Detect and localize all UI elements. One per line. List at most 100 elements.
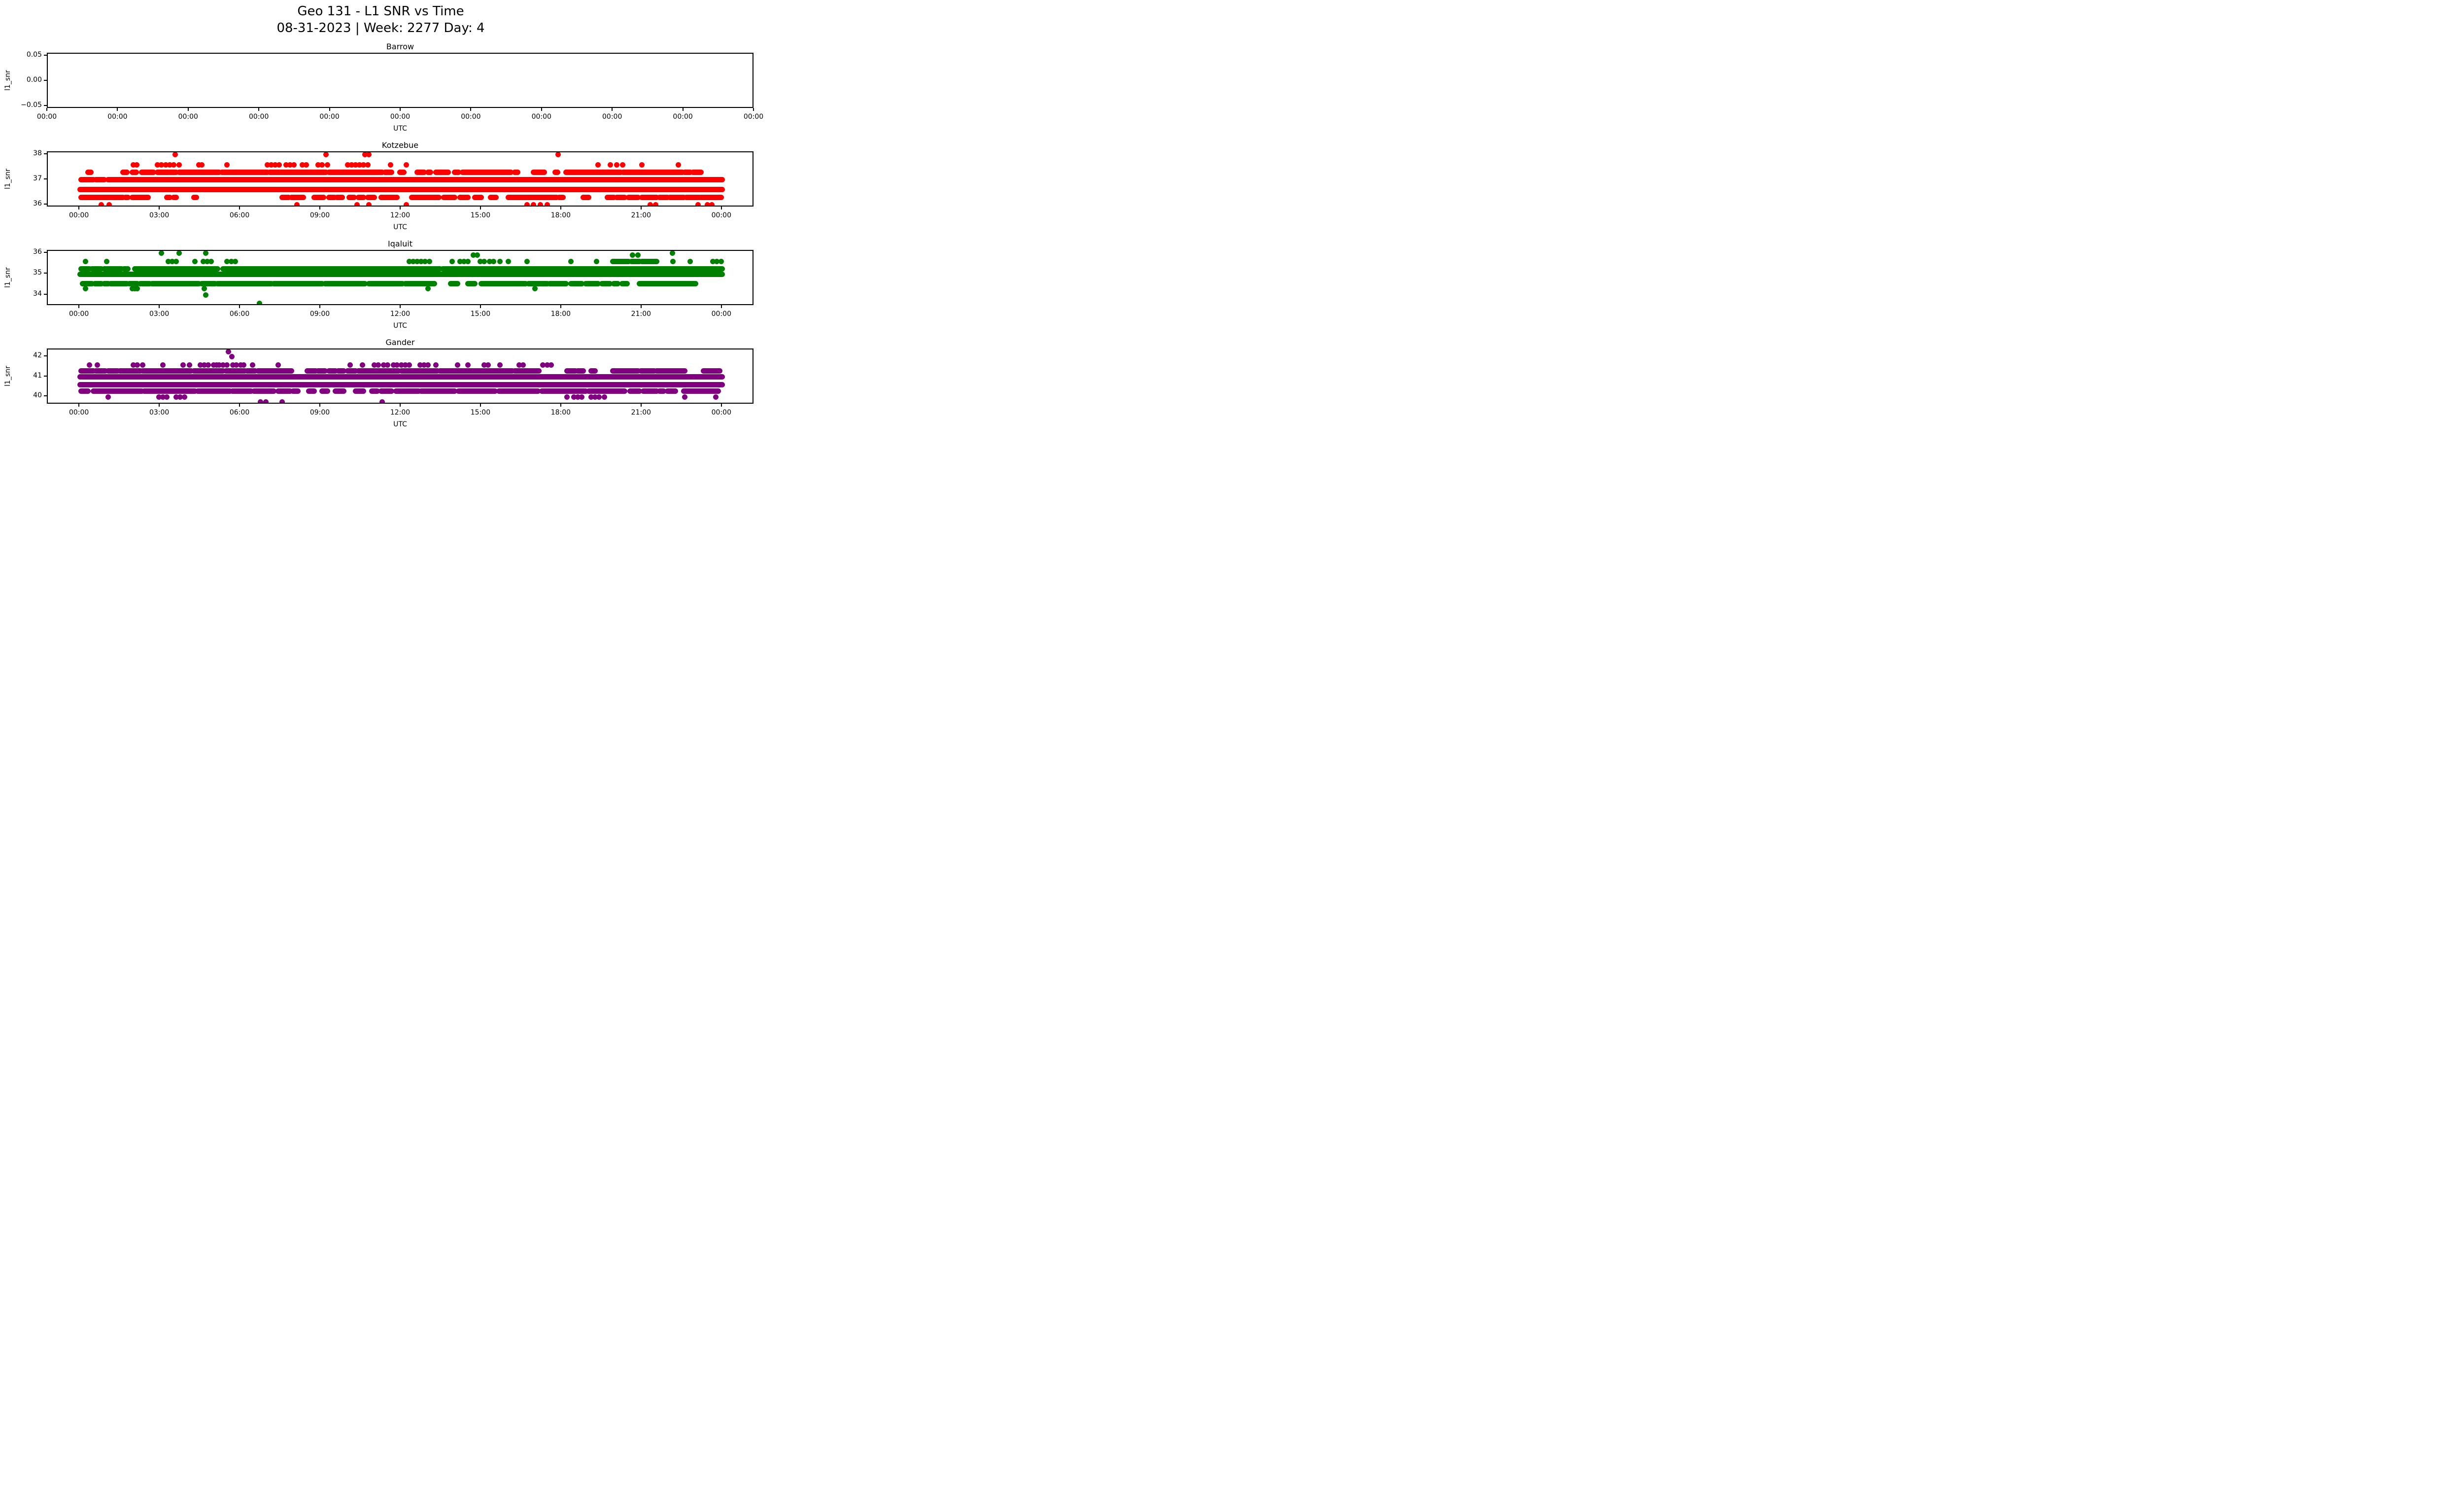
- scatter-point: [639, 162, 645, 168]
- scatter-point: [220, 362, 226, 368]
- y-tick-mark: [44, 293, 47, 295]
- scatter-point: [713, 394, 719, 400]
- scatter-point: [347, 362, 353, 368]
- scatter-band-segment: [525, 280, 550, 286]
- scatter-point: [465, 259, 471, 265]
- y-tick-mark: [44, 375, 47, 377]
- scatter-band-segment: [681, 388, 721, 394]
- scatter-point: [291, 162, 297, 168]
- scatter-band-segment: [378, 194, 400, 200]
- scatter-point: [287, 162, 293, 168]
- scatter-point: [140, 362, 146, 368]
- scatter-point: [687, 259, 693, 265]
- scatter-band-segment: [77, 187, 725, 193]
- scatter-band-segment: [275, 388, 293, 394]
- scatter-point: [294, 202, 300, 206]
- scatter-band-segment: [78, 194, 126, 200]
- scatter-point: [303, 162, 309, 168]
- scatter-point: [481, 259, 487, 265]
- scatter-point: [555, 152, 561, 158]
- scatter-point: [465, 362, 471, 368]
- scatter-point: [398, 362, 404, 368]
- scatter-band-segment: [77, 382, 725, 388]
- scatter-band-segment: [639, 259, 660, 265]
- scatter-band-segment: [251, 388, 277, 394]
- scatter-point: [82, 259, 88, 265]
- scatter-point: [163, 162, 169, 168]
- scatter-point: [426, 259, 432, 265]
- subplot-title-gander: Gander: [385, 337, 415, 347]
- scatter-band-segment: [552, 169, 561, 175]
- scatter-point: [592, 394, 598, 400]
- y-tick-label: 38: [33, 149, 42, 157]
- y-tick-mark: [44, 104, 47, 106]
- scatter-band-segment: [271, 280, 325, 286]
- scatter-band-segment: [382, 169, 395, 175]
- scatter-band-segment: [195, 388, 233, 394]
- scatter-point: [372, 362, 377, 368]
- scatter-band-segment: [121, 266, 131, 272]
- scatter-band-segment: [120, 169, 130, 175]
- scatter-point: [205, 362, 211, 368]
- x-tick-mark: [560, 403, 561, 407]
- scatter-band-segment: [437, 368, 515, 374]
- y-tick-mark: [44, 153, 47, 154]
- subplot-title-iqaluit: Iqaluit: [388, 239, 412, 248]
- scatter-band-segment: [164, 194, 172, 200]
- scatter-point: [353, 162, 359, 168]
- scatter-band-segment: [505, 194, 559, 200]
- scatter-point: [682, 394, 688, 400]
- y-tick-label: 0.00: [26, 75, 42, 84]
- scatter-band-segment: [626, 194, 641, 200]
- scatter-point: [421, 362, 427, 368]
- scatter-point: [155, 162, 161, 168]
- figure: Geo 131 - L1 SNR vs Time 08-31-2023 | We…: [0, 0, 763, 436]
- scatter-band-segment: [682, 169, 693, 175]
- scatter-point: [156, 394, 162, 400]
- y-axis-label-gander: l1_snr: [4, 365, 12, 386]
- scatter-band-segment: [585, 388, 628, 394]
- scatter-band-segment: [326, 169, 385, 175]
- scatter-point: [256, 301, 262, 304]
- scatter-point: [359, 362, 365, 368]
- x-tick-label: 18:00: [550, 408, 571, 417]
- y-tick-mark: [44, 54, 47, 56]
- scatter-band-segment: [90, 388, 144, 394]
- x-tick-label: 12:00: [390, 408, 411, 417]
- scatter-band-segment: [335, 368, 346, 374]
- x-tick-mark: [329, 107, 330, 111]
- x-tick-label: 15:00: [470, 211, 491, 219]
- scatter-point: [516, 362, 522, 368]
- scatter-point: [594, 259, 600, 265]
- scatter-point: [608, 162, 614, 168]
- x-tick-label: 00:00: [673, 112, 693, 121]
- x-tick-label: 00:00: [711, 408, 731, 417]
- scatter-point: [366, 202, 372, 206]
- scatter-band-segment: [223, 368, 247, 374]
- scatter-band-segment: [611, 280, 621, 286]
- scatter-point: [402, 362, 408, 368]
- scatter-point: [540, 362, 546, 368]
- x-tick-mark: [470, 107, 472, 111]
- scatter-band-segment: [346, 194, 357, 200]
- scatter-point: [159, 250, 165, 256]
- scatter-band-segment: [580, 194, 591, 200]
- subplot-title-barrow: Barrow: [386, 41, 414, 51]
- scatter-point: [520, 362, 526, 368]
- x-tick-label: 18:00: [550, 310, 571, 318]
- scatter-point: [276, 162, 282, 168]
- scatter-band-segment: [315, 368, 328, 374]
- scatter-point: [635, 252, 641, 258]
- scatter-band-segment: [425, 169, 434, 175]
- scatter-band-segment: [398, 368, 440, 374]
- scatter-point: [134, 162, 139, 168]
- subplot-gander: Gander 40 41 42 00:00 03:00 06:00 09:00 12:00 15:…: [0, 338, 761, 436]
- scatter-point: [705, 202, 711, 206]
- scatter-point: [82, 286, 88, 292]
- x-tick-label: 18:00: [550, 211, 571, 219]
- scatter-band-segment: [105, 177, 725, 183]
- scatter-point: [531, 202, 537, 206]
- scatter-point: [381, 362, 387, 368]
- scatter-point: [365, 162, 371, 168]
- scatter-band-segment: [140, 368, 194, 374]
